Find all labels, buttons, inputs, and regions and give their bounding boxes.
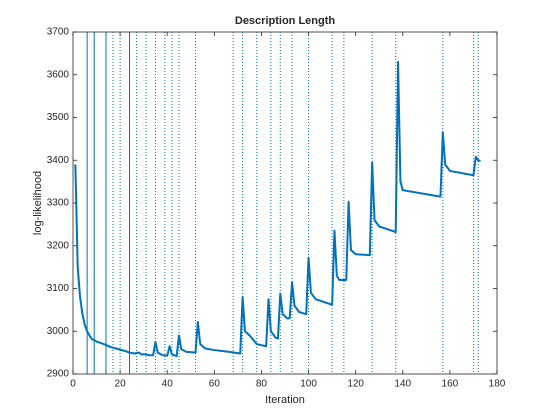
x-tick-label: 20 <box>115 379 127 390</box>
y-tick-label: 3200 <box>47 240 70 251</box>
data-line <box>74 60 481 358</box>
x-tick-label: 40 <box>162 379 174 390</box>
y-axis-label: log-likelihood <box>32 171 44 235</box>
y-tick-label: 3100 <box>47 283 70 294</box>
x-tick-label: 60 <box>209 379 221 390</box>
y-tick-label: 3600 <box>47 69 70 80</box>
x-tick-label: 80 <box>256 379 268 390</box>
x-tick-label: 160 <box>442 379 459 390</box>
chart-title: Description Length <box>235 15 336 27</box>
y-tick-label: 3000 <box>47 326 70 337</box>
y-tick-label: 3300 <box>47 198 70 209</box>
y-tick-label: 3500 <box>47 112 70 123</box>
x-axis-label: Iteration <box>265 394 305 406</box>
x-tick-label: 0 <box>70 379 76 390</box>
x-tick-label: 120 <box>347 379 364 390</box>
y-tick-label: 2900 <box>47 369 70 380</box>
x-tick-label: 100 <box>300 379 317 390</box>
y-tick-label: 3700 <box>47 27 70 38</box>
x-tick-label: 180 <box>489 379 506 390</box>
x-tick-label: 140 <box>394 379 411 390</box>
y-tick-label: 3400 <box>47 155 70 166</box>
